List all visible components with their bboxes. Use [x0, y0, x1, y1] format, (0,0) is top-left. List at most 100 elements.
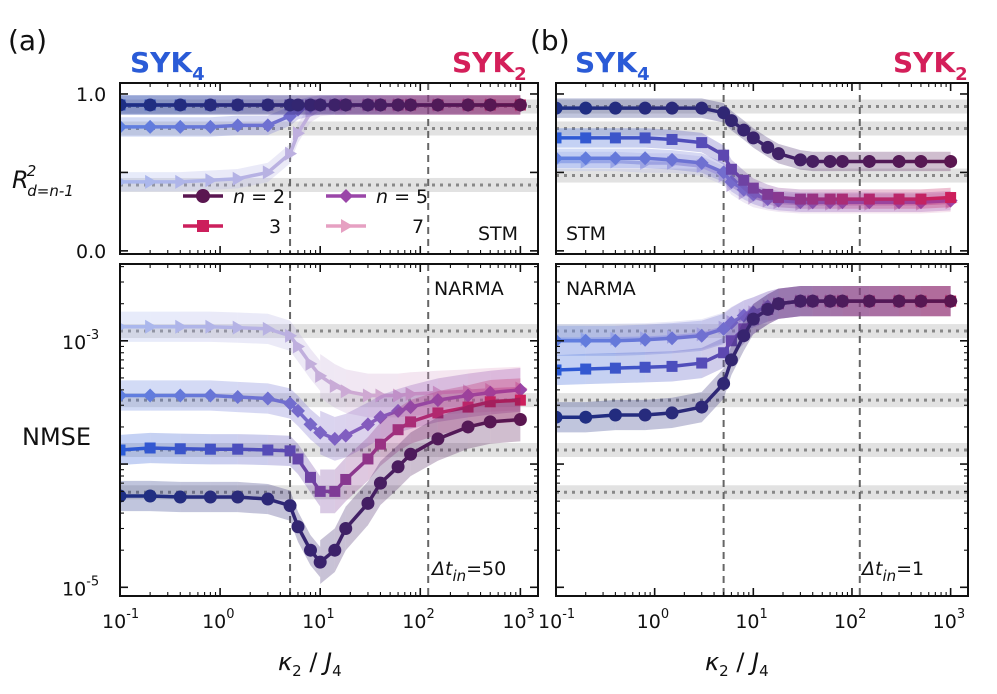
panel-a-syk4-label: SYK4 [130, 46, 205, 85]
data-point-3 [666, 133, 678, 145]
data-point-n2 [665, 101, 679, 115]
data-point-n5 [360, 417, 375, 432]
data-point-3 [836, 193, 848, 205]
data-point-7 [262, 321, 275, 336]
data-point-7 [362, 388, 375, 403]
data-point-n2 [261, 98, 275, 112]
data-point-n5 [283, 108, 298, 123]
data-point-n2 [914, 154, 928, 168]
panel-b-xlabel: κ2 / J4 [705, 648, 769, 680]
data-point-n2 [746, 131, 760, 145]
plot-area [120, 264, 538, 596]
data-point-n2 [328, 543, 342, 557]
data-point-n2 [608, 101, 622, 115]
data-point-n5 [608, 151, 623, 166]
data-point-n5 [203, 119, 218, 134]
data-point-n2 [556, 410, 563, 424]
data-point-n2 [771, 147, 785, 161]
data-point-n2 [761, 302, 775, 316]
data-point-3 [696, 357, 708, 369]
data-point-n2 [261, 492, 275, 506]
top-ylabel: R2 d=n-1 [12, 162, 74, 200]
data-point-n5 [173, 388, 188, 403]
panel-a-syk2-label: SYK2 [452, 46, 527, 85]
data-point-n5 [120, 119, 127, 134]
reference-band [556, 485, 968, 500]
reference-band [556, 168, 968, 183]
x-tick-label: 101 [735, 607, 767, 633]
data-point-7 [292, 126, 305, 141]
data-point-n2 [724, 353, 738, 367]
data-point-7 [205, 173, 218, 188]
data-point-n2 [793, 153, 807, 167]
panel-b-syk2-label: SYK2 [893, 46, 968, 85]
data-point-7 [329, 378, 342, 393]
data-point-n2 [944, 294, 958, 308]
y-tick-label: 1.0 [76, 84, 106, 106]
legend-marker [341, 219, 353, 233]
data-point-3 [304, 471, 316, 483]
data-point-n2 [231, 490, 245, 504]
panel-b-syk4-label: SYK4 [575, 46, 650, 85]
data-point-n2 [737, 329, 751, 343]
plot-frame [555, 82, 969, 255]
data-point-n2 [638, 408, 652, 422]
x-tick-label: 102 [402, 607, 434, 633]
y-tick-label: 10-5 [62, 574, 99, 600]
data-point-n2 [717, 377, 731, 391]
panel-a-xlabel: κ2 / J4 [278, 648, 342, 680]
data-point-n5 [461, 388, 476, 403]
data-point-n5 [694, 156, 709, 171]
data-point-7 [292, 339, 305, 354]
data-point-n2 [373, 476, 387, 490]
data-point-n2 [737, 123, 751, 137]
data-point-n2 [914, 294, 928, 308]
data-point-n5 [578, 151, 593, 166]
data-point-7 [145, 174, 158, 189]
legend-entry: n = 2 [183, 186, 285, 208]
data-point-n5 [556, 151, 563, 166]
data-point-3 [232, 443, 244, 455]
data-point-n2 [793, 294, 807, 308]
data-point-n2 [695, 400, 709, 414]
data-point-n2 [579, 410, 593, 424]
x-tick-label: 10-1 [538, 607, 575, 633]
data-point-3 [292, 453, 304, 465]
legend: n = 2 3 n = 5 7 [183, 186, 428, 238]
data-point-3 [362, 453, 374, 465]
data-point-n5 [303, 417, 318, 432]
reference-band [556, 99, 968, 114]
data-point-n5 [608, 333, 623, 348]
reference-band [556, 121, 968, 136]
data-point-n2 [143, 489, 157, 503]
x-tick-label: 103 [502, 607, 534, 633]
data-point-3 [824, 193, 836, 205]
legend-label: 3 [269, 216, 281, 238]
data-point-3 [204, 443, 216, 455]
data-point-n5 [403, 400, 418, 415]
data-point-n5 [638, 151, 653, 166]
panel-a-bottom-plot: 10-1 100 101 102 103 10-3 10-5 [62, 263, 539, 633]
data-point-3 [807, 193, 819, 205]
data-point-n2 [892, 294, 906, 308]
data-point-n2 [483, 415, 497, 429]
panel-b-bottom-plot: 10-1 100 101 102 103 [538, 263, 969, 633]
data-point-n5 [143, 119, 158, 134]
data-point-n5 [338, 428, 353, 443]
data-point-n2 [823, 294, 837, 308]
data-point-3 [794, 193, 806, 205]
data-point-7 [205, 319, 218, 334]
data-point-3 [314, 485, 326, 497]
data-point-3 [374, 438, 386, 450]
data-point-n2 [638, 101, 652, 115]
legend-label: n = 5 [376, 186, 428, 208]
bottom-ylabel: NMSE [22, 423, 91, 451]
data-point-7 [393, 388, 406, 403]
data-point-3 [514, 394, 526, 406]
data-point-n5 [313, 425, 328, 440]
x-tick-label: 103 [933, 607, 965, 633]
data-point-n2 [724, 114, 738, 128]
data-point-n5 [290, 403, 305, 418]
data-point-n2 [328, 98, 342, 112]
